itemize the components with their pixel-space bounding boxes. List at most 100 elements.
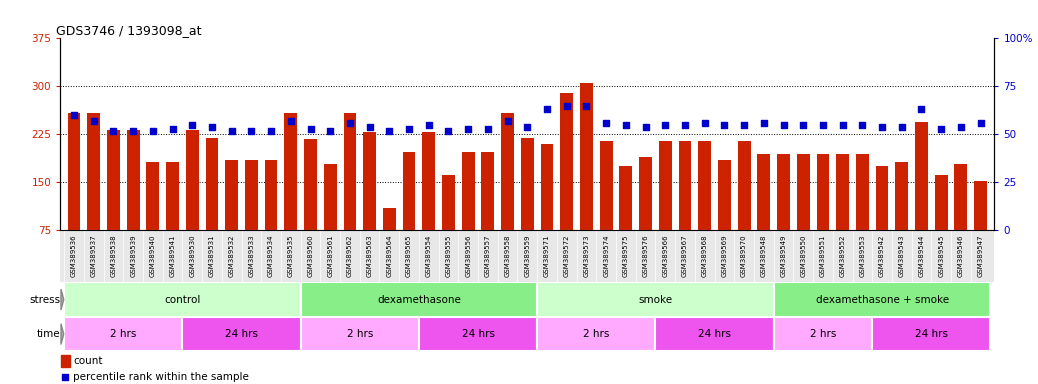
Text: GSM389556: GSM389556 (465, 235, 471, 277)
Point (539, 106, 555, 113)
Text: GSM389540: GSM389540 (149, 235, 156, 277)
Text: GSM389552: GSM389552 (840, 235, 846, 277)
Text: GSM389542: GSM389542 (879, 235, 885, 277)
Text: GSM389532: GSM389532 (228, 235, 235, 277)
Bar (955, 164, 967, 230)
Point (243, 127, 260, 134)
Bar (403, 152, 415, 230)
Bar (876, 166, 889, 230)
Bar (580, 83, 593, 230)
Bar (620, 166, 632, 230)
Bar (521, 137, 534, 230)
Bar (363, 132, 376, 230)
Text: 24 hrs: 24 hrs (462, 329, 494, 339)
Bar (206, 137, 218, 230)
Bar (183, 317, 301, 351)
Point (795, 122, 812, 128)
Point (125, 127, 141, 134)
Bar (773, 317, 872, 351)
Point (933, 126, 950, 132)
Text: GSM389535: GSM389535 (288, 235, 294, 277)
Text: GSM389571: GSM389571 (544, 235, 550, 277)
Text: GSM389555: GSM389555 (445, 235, 452, 277)
Point (894, 124, 910, 130)
Point (164, 126, 181, 132)
Text: percentile rank within the sample: percentile rank within the sample (74, 372, 249, 382)
Point (85, 118, 102, 124)
Text: GDS3746 / 1393098_at: GDS3746 / 1393098_at (56, 24, 201, 37)
Bar (659, 141, 672, 230)
Text: GSM389530: GSM389530 (189, 235, 195, 277)
Point (618, 122, 634, 128)
Text: GSM389546: GSM389546 (958, 235, 964, 277)
Text: GSM389568: GSM389568 (702, 235, 708, 277)
Bar (166, 162, 179, 230)
Text: GSM389539: GSM389539 (130, 235, 136, 277)
Bar (655, 317, 773, 351)
Text: 2 hrs: 2 hrs (810, 329, 837, 339)
Bar (225, 160, 238, 230)
Point (519, 124, 536, 130)
Bar (265, 160, 277, 230)
Text: GSM389543: GSM389543 (899, 235, 905, 277)
Bar (541, 144, 553, 230)
Point (65, 112, 82, 118)
Text: 2 hrs: 2 hrs (347, 329, 373, 339)
Text: GSM389561: GSM389561 (327, 235, 333, 277)
Text: GSM389547: GSM389547 (978, 235, 984, 277)
Bar (301, 282, 537, 317)
Bar (127, 130, 139, 230)
Text: GSM389575: GSM389575 (623, 235, 629, 277)
Bar (718, 160, 731, 230)
Text: GSM389531: GSM389531 (209, 235, 215, 277)
Point (203, 124, 220, 130)
Point (302, 126, 319, 132)
Bar (87, 113, 100, 230)
Bar (600, 141, 612, 230)
Text: GSM389565: GSM389565 (406, 235, 412, 277)
Point (401, 126, 417, 132)
Point (282, 118, 299, 124)
Bar (301, 317, 419, 351)
Point (223, 127, 240, 134)
Point (440, 127, 457, 134)
Bar (245, 160, 257, 230)
Text: 2 hrs: 2 hrs (583, 329, 609, 339)
Bar (61, 356, 70, 367)
Text: GSM389564: GSM389564 (386, 235, 392, 277)
Point (953, 124, 969, 130)
Text: GSM389572: GSM389572 (564, 235, 570, 277)
Point (381, 127, 398, 134)
Text: 2 hrs: 2 hrs (110, 329, 136, 339)
Text: GSM389574: GSM389574 (603, 235, 609, 277)
Text: GSM389541: GSM389541 (169, 235, 175, 277)
Bar (146, 162, 159, 230)
Text: GSM389560: GSM389560 (307, 235, 313, 277)
Bar (67, 113, 80, 230)
Text: GSM389549: GSM389549 (781, 235, 787, 277)
Text: smoke: smoke (638, 295, 673, 305)
Bar (537, 282, 773, 317)
Bar (482, 152, 494, 230)
Bar (422, 132, 435, 230)
Point (815, 122, 831, 128)
Point (332, 304, 349, 310)
Text: GSM389553: GSM389553 (859, 235, 866, 277)
Point (499, 118, 516, 124)
Bar (817, 154, 829, 230)
Text: GSM389534: GSM389534 (268, 235, 274, 277)
Point (480, 126, 496, 132)
Bar (561, 93, 573, 230)
Bar (773, 282, 990, 317)
Text: GSM389569: GSM389569 (721, 235, 728, 277)
Bar (537, 317, 655, 351)
Bar (777, 154, 790, 230)
Point (775, 122, 792, 128)
Text: 24 hrs: 24 hrs (914, 329, 948, 339)
Bar (935, 175, 948, 230)
Bar (896, 162, 908, 230)
Text: 24 hrs: 24 hrs (225, 329, 258, 339)
Text: GSM389548: GSM389548 (761, 235, 767, 277)
Text: dexamethasone + smoke: dexamethasone + smoke (816, 295, 949, 305)
Bar (797, 154, 810, 230)
